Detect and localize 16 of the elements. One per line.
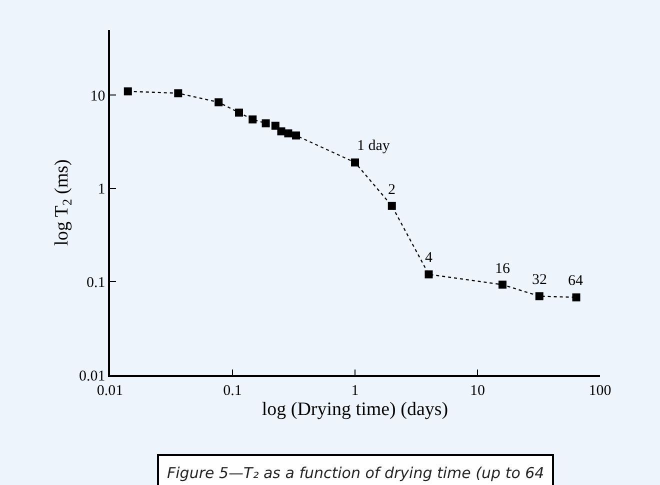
y-tick-label: 10 [90,88,106,104]
caption: Figure 5—T₂ as a function of drying time (up to 64 [167,464,544,482]
annotation: 32 [532,272,547,288]
x-tick-label: 100 [588,382,612,399]
annotation: 64 [568,273,584,289]
x-axis-title: log (Drying time) (days) [262,399,448,420]
x-tick-label: 10 [470,382,485,399]
annotation: 16 [495,261,510,277]
x-tick-label: 1 [351,382,359,399]
x-tick-label: 0.1 [223,382,242,399]
annotation: 2 [388,182,396,198]
y-tick-label: 1 [98,182,106,198]
annotation: 4 [425,250,433,266]
annotation: 1 day [357,138,390,154]
y-tick-label: 0.01 [79,368,106,384]
y-tick-label: 0.1 [86,274,106,291]
